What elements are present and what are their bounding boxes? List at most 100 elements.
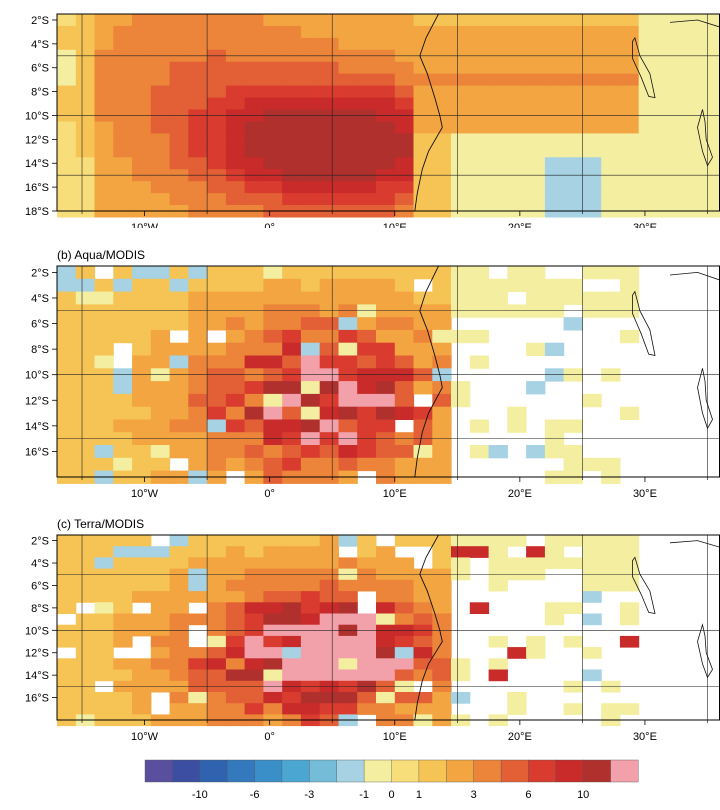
heatmap-cell	[394, 121, 415, 134]
heatmap-cell	[413, 406, 433, 420]
heatmap-cell	[150, 97, 171, 111]
heatmap-cell	[282, 25, 302, 39]
heatmap-cell	[225, 692, 246, 704]
heatmap-cell	[282, 445, 302, 459]
heatmap-cell	[451, 535, 471, 547]
heatmap-cell	[469, 535, 490, 547]
heatmap-cell	[376, 445, 396, 459]
heatmap-cell	[75, 133, 96, 146]
heatmap-cell	[188, 266, 208, 280]
heatmap-cell	[57, 291, 77, 305]
heatmap-cell	[225, 647, 246, 659]
heatmap-cell	[244, 647, 264, 659]
heatmap-cell	[244, 381, 264, 395]
heatmap-cell	[563, 85, 583, 99]
heatmap-cell	[413, 703, 433, 715]
heatmap-cell	[507, 181, 527, 194]
heatmap-cell	[488, 73, 508, 87]
heatmap-cell	[263, 73, 283, 87]
heatmap-cell	[225, 535, 246, 547]
heatmap-cell	[225, 37, 246, 51]
heatmap-cell	[638, 97, 659, 111]
lat-tick-label: 12°S	[25, 648, 49, 660]
heatmap-cell	[300, 613, 321, 626]
heatmap-cell	[300, 557, 321, 570]
heatmap-cell	[169, 342, 189, 356]
heatmap-cell	[263, 145, 283, 158]
heatmap-cell	[394, 157, 415, 170]
heatmap-cell	[244, 317, 264, 331]
heatmap-cell	[413, 635, 433, 648]
heatmap-cell	[526, 14, 546, 27]
heatmap-cell	[582, 457, 602, 472]
heatmap-cell	[563, 25, 583, 39]
heatmap-cell	[225, 703, 246, 715]
heatmap-cell	[619, 193, 640, 206]
heatmap-cell	[507, 73, 527, 87]
heatmap-cell	[57, 557, 77, 570]
heatmap-cell	[469, 85, 490, 99]
heatmap-cell	[619, 329, 640, 344]
colorbar-label: 6	[525, 789, 531, 801]
heatmap-cell	[319, 406, 339, 420]
heatmap-cell	[225, 61, 246, 75]
heatmap-cell	[394, 613, 415, 626]
heatmap-cell	[113, 145, 133, 158]
heatmap-cell	[113, 278, 133, 293]
heatmap-cell	[488, 669, 508, 682]
heatmap-cell	[357, 613, 377, 626]
heatmap-cell	[188, 669, 208, 682]
heatmap-cell	[357, 97, 377, 111]
colorbar-label: -6	[250, 789, 260, 801]
heatmap-cell	[507, 145, 527, 158]
heatmap-cell	[619, 61, 640, 75]
heatmap-cell	[394, 291, 415, 305]
heatmap-cell	[319, 73, 340, 87]
heatmap-cell	[263, 419, 283, 433]
heatmap-cell	[526, 381, 546, 395]
heatmap-cell	[319, 419, 339, 433]
heatmap-cell	[244, 457, 264, 472]
heatmap-cell	[75, 381, 96, 395]
heatmap-cell	[188, 329, 208, 344]
heatmap-cell	[300, 37, 321, 51]
heatmap-cell	[75, 121, 96, 134]
lat-tick-label: 2°S	[31, 267, 49, 279]
heatmap-cell	[57, 635, 77, 648]
heatmap-cell	[263, 535, 283, 547]
heatmap-cell	[394, 591, 415, 603]
heatmap-cell	[451, 157, 471, 170]
heatmap-cell	[563, 145, 583, 158]
lon-tick-label: 10°E	[383, 222, 407, 228]
lon-tick-label: 0°	[264, 222, 275, 228]
lake-outline	[632, 556, 656, 614]
lake-victoria-outline	[669, 271, 720, 281]
heatmap-cell	[282, 342, 302, 356]
heatmap-cell	[376, 613, 396, 626]
heatmap-cell	[263, 579, 283, 592]
heatmap-cell	[619, 546, 640, 558]
heatmap-cell	[169, 591, 189, 603]
heatmap-cell	[657, 37, 677, 51]
heatmap-cell	[263, 355, 283, 369]
heatmap-cell	[75, 613, 96, 626]
lat-tick-label: 10°S	[25, 110, 49, 122]
heatmap-cell	[713, 193, 720, 206]
heatmap-cell	[188, 317, 208, 331]
heatmap-cell	[357, 579, 377, 592]
heatmap-cell	[94, 535, 114, 547]
heatmap-cell	[451, 25, 471, 39]
heatmap-cell	[75, 266, 96, 280]
heatmap-cell	[563, 37, 583, 51]
heatmap-cell	[300, 342, 321, 356]
lake-outline	[697, 623, 713, 679]
heatmap-cell	[244, 445, 264, 459]
heatmap-cell	[376, 133, 396, 146]
heatmap-cell	[638, 181, 659, 194]
heatmap-cell	[94, 419, 114, 433]
heatmap-cell	[169, 546, 189, 558]
heatmap-cell	[94, 145, 114, 158]
heatmap-cell	[544, 445, 565, 459]
heatmap-cell	[169, 635, 189, 648]
heatmap-cell	[413, 181, 433, 194]
